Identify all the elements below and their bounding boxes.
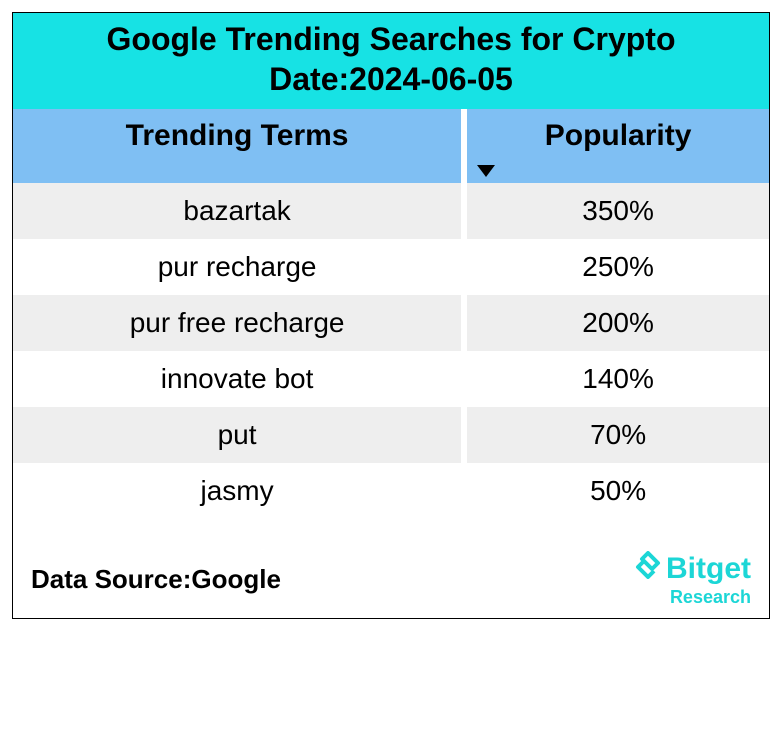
brand-diamond-icon xyxy=(634,551,662,587)
footer: Data Source:Google Bitget Research xyxy=(13,519,769,618)
col-header-label: Popularity xyxy=(545,119,692,152)
cell-popularity: 50% xyxy=(467,463,769,519)
cell-term: pur free recharge xyxy=(13,295,467,351)
cell-popularity: 70% xyxy=(467,407,769,463)
cell-term: put xyxy=(13,407,467,463)
cell-term: jasmy xyxy=(13,463,467,519)
table-body: bazartak 350% pur recharge 250% pur free… xyxy=(13,183,769,519)
cell-popularity: 250% xyxy=(467,239,769,295)
brand-name: Bitget xyxy=(666,552,751,586)
title-line-1: Google Trending Searches for Crypto xyxy=(23,19,759,59)
table-container: Google Trending Searches for Crypto Date… xyxy=(12,12,770,619)
title-line-2: Date:2024-06-05 xyxy=(23,59,759,99)
title-bar: Google Trending Searches for Crypto Date… xyxy=(13,13,769,109)
brand-top-row: Bitget xyxy=(634,551,751,587)
brand-sub: Research xyxy=(670,587,751,608)
col-header-label: Trending Terms xyxy=(126,119,349,152)
brand-logo: Bitget Research xyxy=(634,551,751,608)
cell-popularity: 350% xyxy=(467,183,769,239)
col-header-terms[interactable]: Trending Terms xyxy=(13,109,467,183)
sort-desc-icon[interactable] xyxy=(477,165,495,177)
cell-popularity: 200% xyxy=(467,295,769,351)
cell-popularity: 140% xyxy=(467,351,769,407)
table-row: put 70% xyxy=(13,407,769,463)
cell-term: innovate bot xyxy=(13,351,467,407)
table-row: pur free recharge 200% xyxy=(13,295,769,351)
cell-term: bazartak xyxy=(13,183,467,239)
data-source-label: Data Source:Google xyxy=(31,564,281,595)
table-row: jasmy 50% xyxy=(13,463,769,519)
table-header-row: Trending Terms Popularity xyxy=(13,109,769,183)
table-row: bazartak 350% xyxy=(13,183,769,239)
trending-table: Trending Terms Popularity bazartak 350% … xyxy=(13,109,769,519)
col-header-popularity[interactable]: Popularity xyxy=(467,109,769,183)
cell-term: pur recharge xyxy=(13,239,467,295)
table-row: pur recharge 250% xyxy=(13,239,769,295)
table-row: innovate bot 140% xyxy=(13,351,769,407)
